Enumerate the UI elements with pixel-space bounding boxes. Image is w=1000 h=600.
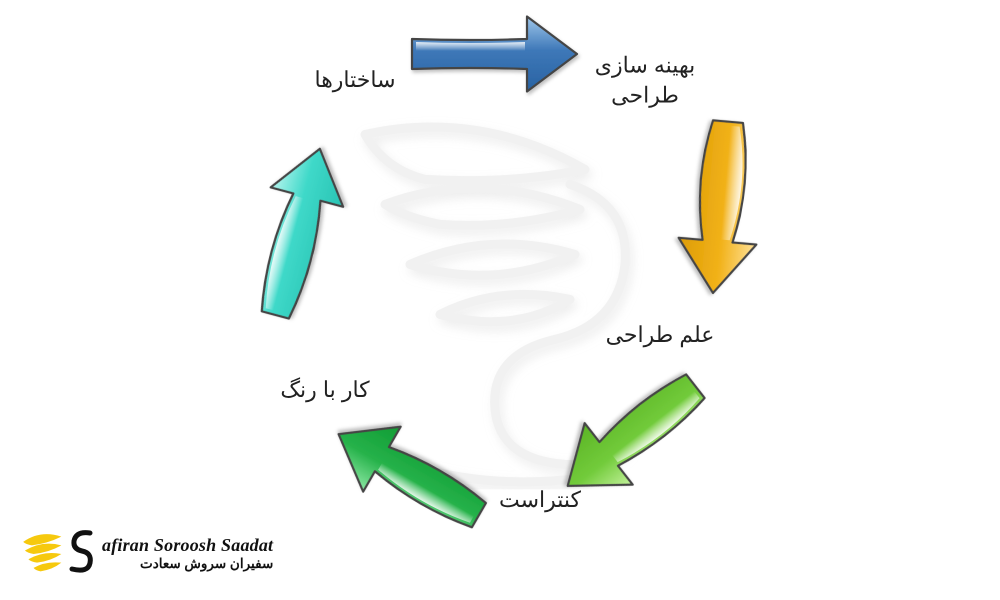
cycle-arrow-n4-n5 bbox=[213, 123, 387, 342]
brand-text-fa: سفیران سروش سعادت bbox=[102, 557, 273, 571]
diagram-canvas: بهینه سازی طراحی علم طراحی کنتراست کار با ر… bbox=[0, 0, 1000, 600]
wing-icon bbox=[18, 528, 70, 580]
cycle-node-n3: کنتراست bbox=[499, 485, 581, 515]
s-letter-icon bbox=[66, 525, 96, 577]
cycle-node-n4: کار با رنگ bbox=[280, 375, 369, 405]
brand-text: afiran Soroosh Saadat سفیران سروش سعادت bbox=[102, 536, 273, 571]
cycle-arrow-n1-n2 bbox=[642, 106, 794, 309]
brand-logo: afiran Soroosh Saadat سفیران سروش سعادت bbox=[18, 525, 273, 582]
cycle-node-n2: علم طراحی bbox=[606, 320, 715, 350]
cycle-node-n1: بهینه سازی طراحی bbox=[595, 50, 695, 109]
cycle-node-n5: ساختارها bbox=[314, 65, 395, 95]
cycle-arrow-n5-n1 bbox=[402, 2, 587, 111]
brand-text-en: afiran Soroosh Saadat bbox=[102, 536, 273, 555]
